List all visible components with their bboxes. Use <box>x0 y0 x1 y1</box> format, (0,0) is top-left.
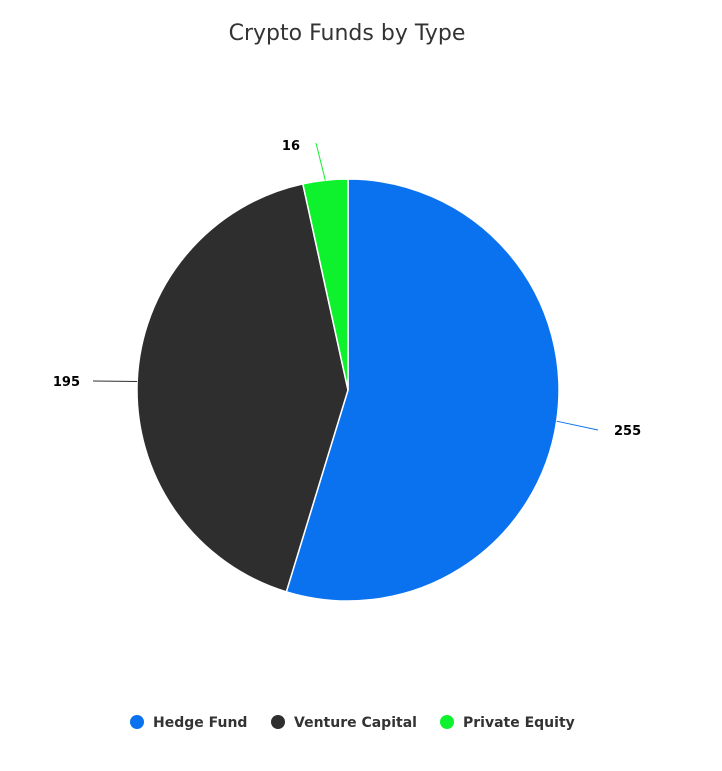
chart-title: Crypto Funds by Type <box>229 21 466 46</box>
pie-slices <box>136 178 560 602</box>
legend-label: Venture Capital <box>294 715 417 731</box>
data-label: 195 <box>53 375 80 390</box>
legend: Hedge Fund Venture Capital Private Equity <box>130 715 575 731</box>
label-connector <box>315 142 326 181</box>
legend-label: Private Equity <box>463 715 575 731</box>
data-label: 16 <box>282 139 300 154</box>
pie-slice-private-equity[interactable] <box>301 178 349 391</box>
data-labels: 255 195 16 <box>53 139 641 439</box>
legend-marker-icon <box>130 715 144 729</box>
data-label: 255 <box>614 424 641 439</box>
label-connector <box>556 420 599 431</box>
legend-marker-icon <box>271 715 285 729</box>
pie-slice-venture-capital[interactable] <box>136 182 349 593</box>
legend-item-venture-capital[interactable]: Venture Capital <box>271 715 417 731</box>
legend-label: Hedge Fund <box>153 715 247 731</box>
legend-item-hedge-fund[interactable]: Hedge Fund <box>130 715 247 731</box>
legend-item-private-equity[interactable]: Private Equity <box>440 715 575 731</box>
legend-marker-icon <box>440 715 454 729</box>
